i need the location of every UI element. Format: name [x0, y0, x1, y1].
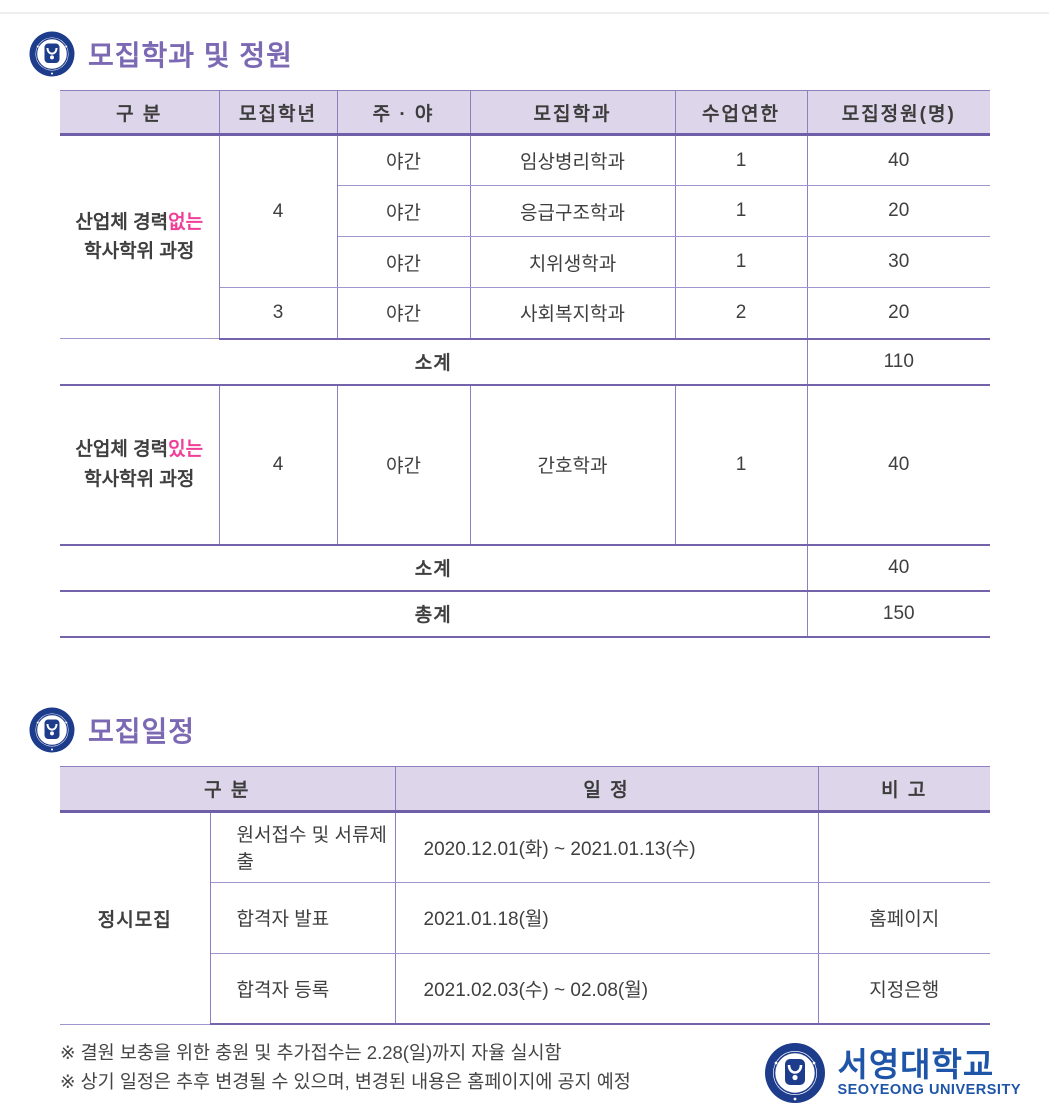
footer: ※ 결원 보충을 위한 충원 및 추가접수는 2.28(일)까지 자율 실시함 … [60, 1039, 1021, 1105]
admission-schedule-table: 구 분 일 정 비 고 정시모집 원서접수 및 서류제출 2020.12.01(… [60, 765, 990, 1025]
university-seal-icon [29, 707, 75, 752]
subtotal-row: 소계 110 [60, 338, 990, 386]
grade-cell: 3 [219, 287, 338, 340]
quota-cell: 30 [807, 236, 990, 288]
day-night-cell: 야간 [337, 287, 471, 340]
section-departments-header: 모집학과 및 정원 [28, 30, 1049, 78]
schedule-category-cell: 원서접수 및 서류제출 [210, 811, 396, 883]
subtotal-label: 소계 [60, 544, 808, 592]
group-no-experience-label: 산업체 경력없는 학사학위 과정 [60, 134, 220, 339]
regular-admission-label: 정시모집 [60, 811, 211, 1025]
university-name-block: 서영대학교 SEOYEONG UNIVERSITY [837, 1046, 1021, 1098]
col-header-study-years: 수업연한 [675, 90, 808, 136]
university-name-english: SEOYEONG UNIVERSITY [837, 1081, 1021, 1098]
col-header-grade: 모집학년 [219, 90, 338, 136]
day-night-cell: 야간 [337, 384, 471, 546]
col-header-remarks: 비 고 [818, 765, 990, 813]
col-header-day-night: 주 · 야 [337, 90, 471, 136]
table-row: 3 야간 사회복지학과 2 20 [60, 287, 990, 340]
col-header-schedule: 일 정 [395, 765, 819, 813]
subtotal-value: 110 [807, 338, 990, 386]
footnote-line: ※ 결원 보충을 위한 충원 및 추가접수는 2.28(일)까지 자율 실시함 [60, 1042, 562, 1063]
table-row: 산업체 경력없는 학사학위 과정 4 야간 임상병리학과 1 40 [60, 134, 990, 339]
university-seal-icon [765, 1043, 826, 1103]
highlight-with: 있는 [168, 439, 204, 461]
department-cell: 간호학과 [470, 384, 676, 546]
years-cell: 1 [675, 384, 808, 546]
university-logo: 서영대학교 SEOYEONG UNIVERSITY [763, 1041, 1021, 1105]
table-row: 야간 치위생학과 1 30 [60, 236, 990, 288]
quota-cell: 40 [807, 384, 990, 546]
schedule-dates-cell: 2021.02.03(수) ~ 02.08(월) [395, 953, 819, 1025]
university-seal-icon [29, 31, 75, 77]
university-name-korean: 서영대학교 [837, 1046, 995, 1084]
subtotal-row: 소계 40 [60, 544, 990, 592]
schedule-category-cell: 합격자 등록 [210, 953, 396, 1025]
footnote-line: ※ 상기 일정은 추후 변경될 수 있으며, 변경된 내용은 홈페이지에 공지 … [60, 1070, 631, 1092]
day-night-cell: 야간 [337, 236, 471, 288]
subtotal-value: 40 [807, 544, 990, 592]
col-header-division: 구 분 [60, 90, 220, 136]
schedule-dates-cell: 2020.12.01(화) ~ 2021.01.13(수) [395, 811, 819, 883]
departments-quota-table: 구 분 모집학년 주 · 야 모집학과 수업연한 모집정원(명) 산업체 경력없… [60, 90, 990, 638]
col-header-department: 모집학과 [470, 90, 676, 136]
table2-header-row: 구 분 일 정 비 고 [60, 765, 990, 813]
department-cell: 사회복지학과 [470, 287, 676, 340]
quota-cell: 20 [807, 287, 990, 340]
department-cell: 임상병리학과 [470, 134, 676, 186]
group-with-experience-label: 산업체 경력있는 학사학위 과정 [60, 384, 220, 546]
grade-cell: 4 [219, 384, 338, 546]
department-cell: 응급구조학과 [470, 185, 676, 237]
quota-cell: 20 [807, 185, 990, 237]
table1-header-row: 구 분 모집학년 주 · 야 모집학과 수업연한 모집정원(명) [60, 90, 990, 136]
department-cell: 치위생학과 [470, 236, 676, 288]
table-row: 산업체 경력있는 학사학위 과정 4 야간 간호학과 1 40 [60, 384, 990, 546]
years-cell: 2 [675, 287, 808, 340]
table-row: 야간 응급구조학과 1 20 [60, 185, 990, 237]
subtotal-label: 소계 [60, 338, 808, 386]
col-header-quota: 모집정원(명) [807, 90, 990, 136]
section-schedule-title: 모집일정 [88, 715, 196, 747]
years-cell: 1 [675, 236, 808, 288]
schedule-category-cell: 합격자 발표 [210, 882, 396, 954]
section-schedule-header: 모집일정 [28, 706, 1049, 754]
total-value: 150 [807, 590, 990, 638]
remarks-cell [818, 811, 990, 883]
total-label: 총계 [60, 590, 808, 638]
table-row: 합격자 등록 2021.02.03(수) ~ 02.08(월) 지정은행 [60, 953, 990, 1025]
section-departments-title: 모집학과 및 정원 [88, 40, 293, 71]
footnotes: ※ 결원 보충을 위한 충원 및 추가접수는 2.28(일)까지 자율 실시함 … [60, 1039, 631, 1096]
remarks-cell: 지정은행 [818, 953, 990, 1025]
day-night-cell: 야간 [337, 134, 471, 186]
highlight-without: 없는 [168, 211, 204, 233]
page-top-divider [0, 12, 1049, 14]
table-row: 정시모집 원서접수 및 서류제출 2020.12.01(화) ~ 2021.01… [60, 811, 990, 1025]
grade-cell: 4 [219, 134, 338, 288]
schedule-dates-cell: 2021.01.18(월) [395, 882, 819, 954]
remarks-cell: 홈페이지 [818, 882, 990, 954]
table-row: 합격자 발표 2021.01.18(월) 홈페이지 [60, 882, 990, 954]
quota-cell: 40 [807, 134, 990, 186]
total-row: 총계 150 [60, 590, 990, 638]
years-cell: 1 [675, 185, 808, 237]
years-cell: 1 [675, 134, 808, 186]
col-header-division: 구 분 [60, 765, 396, 813]
day-night-cell: 야간 [337, 185, 471, 237]
